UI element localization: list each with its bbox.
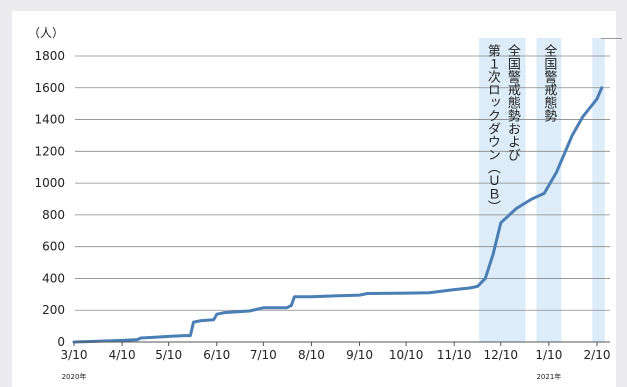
y-tick-label-200: 200	[42, 303, 65, 317]
axes: 0 200 400 600 800 1000 1200 1400 1600 1800 3/10 4/1…	[34, 49, 610, 381]
y-unit-label: （人）	[28, 26, 64, 40]
x-tick-label-7/10: 7/10	[250, 348, 277, 362]
x-tick-label-3/10: 3/10	[61, 348, 88, 362]
series-layer	[72, 86, 604, 344]
gridlines	[75, 55, 610, 311]
y-tick-label-800: 800	[42, 208, 65, 222]
year-label-2020年: 2020年	[62, 372, 87, 381]
x-tick-label-9/10: 9/10	[346, 348, 373, 362]
y-tick-label-1000: 1000	[34, 176, 65, 190]
y-tick-label-0: 0	[57, 335, 65, 349]
x-tick-label-5/10: 5/10	[155, 348, 182, 362]
band-1	[536, 38, 562, 342]
series-line-0	[72, 86, 604, 344]
y-tick-label-400: 400	[42, 271, 65, 285]
y-tick-label-1800: 1800	[34, 49, 65, 63]
x-tick-label-11/10: 11/10	[437, 348, 472, 362]
y-tick-label-1600: 1600	[34, 81, 65, 95]
x-tick-label-1/10: 1/10	[535, 348, 562, 362]
band-0	[479, 38, 526, 342]
x-tick-label-10/10: 10/10	[389, 348, 424, 362]
x-tick-label-2/10: 2/10	[584, 348, 611, 362]
band-0-label-1: 第１次ロックダウン（ＵＢ）	[485, 44, 501, 213]
y-tick-label-600: 600	[42, 240, 65, 254]
x-tick-label-6/10: 6/10	[203, 348, 230, 362]
y-tick-label-1200: 1200	[34, 144, 65, 158]
band-1-label-0: 全国警戒態勢	[541, 43, 557, 122]
band-2	[592, 38, 605, 342]
x-tick-label-4/10: 4/10	[109, 348, 136, 362]
x-tick-label-8/10: 8/10	[298, 348, 325, 362]
y-tick-label-1400: 1400	[34, 113, 65, 127]
bands	[479, 38, 605, 342]
x-tick-label-12/10: 12/10	[483, 348, 518, 362]
band-0-label-0: 全国警戒態勢および	[505, 43, 521, 161]
year-label-2021年: 2021年	[536, 372, 561, 381]
